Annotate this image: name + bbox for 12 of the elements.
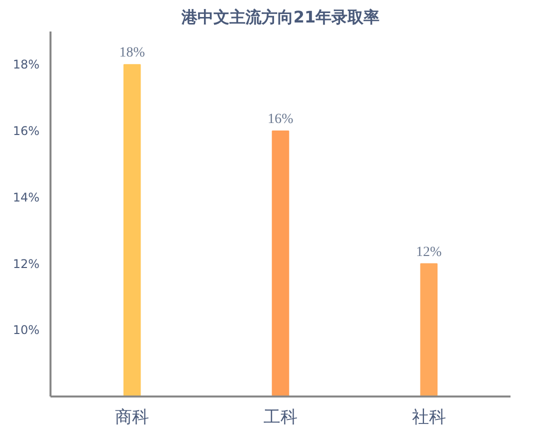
y-tick-label: 18% [12,58,40,72]
chart-title: 港中文主流方向21年录取率 [180,8,380,26]
data-label: 12% [416,244,442,260]
y-tick-label: 14% [12,190,40,204]
data-label: 18% [119,46,146,61]
data-label: 16% [268,112,294,128]
x-tick-label: 工科 [264,408,298,428]
y-tick-label: 16% [12,124,40,138]
x-tick-label: 社科 [412,408,446,428]
x-tick-label: 商科 [115,408,150,428]
y-tick-label: 10% [12,323,40,338]
y-tick-label: 12% [12,256,40,271]
